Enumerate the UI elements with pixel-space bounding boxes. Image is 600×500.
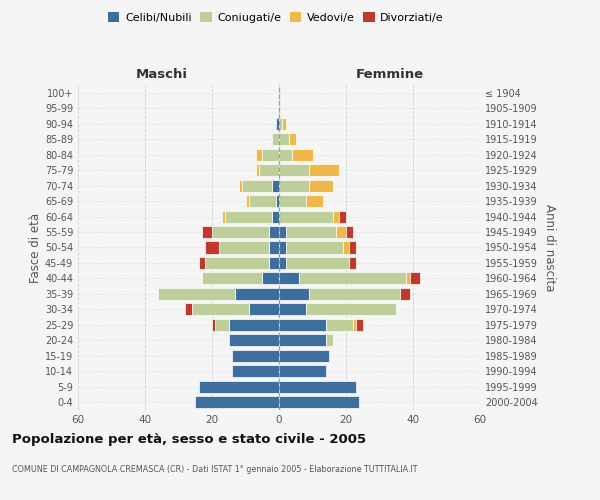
- Bar: [199, 257, 205, 269]
- Bar: [326, 334, 332, 346]
- Bar: [249, 195, 275, 207]
- Legend: Celibi/Nubili, Coniugati/e, Vedovi/e, Divorziati/e: Celibi/Nubili, Coniugati/e, Vedovi/e, Di…: [104, 8, 448, 28]
- Bar: [279, 334, 326, 346]
- Bar: [218, 242, 269, 254]
- Bar: [306, 304, 396, 316]
- Bar: [199, 381, 279, 393]
- Bar: [326, 319, 353, 331]
- Text: Femmine: Femmine: [356, 68, 424, 80]
- Bar: [256, 164, 259, 176]
- Bar: [309, 288, 400, 300]
- Bar: [205, 257, 269, 269]
- Bar: [279, 366, 326, 378]
- Bar: [235, 288, 279, 300]
- Bar: [239, 180, 242, 192]
- Bar: [249, 304, 279, 316]
- Bar: [185, 304, 192, 316]
- Bar: [279, 350, 329, 362]
- Bar: [269, 257, 279, 269]
- Bar: [299, 272, 406, 284]
- Bar: [245, 195, 249, 207]
- Bar: [279, 304, 306, 316]
- Bar: [269, 226, 279, 238]
- Bar: [286, 257, 349, 269]
- Bar: [195, 396, 279, 408]
- Bar: [279, 180, 309, 192]
- Bar: [275, 195, 279, 207]
- Bar: [336, 226, 346, 238]
- Bar: [272, 180, 279, 192]
- Bar: [279, 272, 299, 284]
- Bar: [269, 242, 279, 254]
- Bar: [192, 304, 249, 316]
- Bar: [279, 226, 286, 238]
- Bar: [306, 195, 323, 207]
- Bar: [279, 164, 309, 176]
- Bar: [275, 118, 279, 130]
- Bar: [222, 210, 226, 222]
- Bar: [272, 133, 279, 145]
- Bar: [279, 381, 356, 393]
- Bar: [279, 257, 286, 269]
- Bar: [286, 226, 336, 238]
- Bar: [256, 148, 262, 160]
- Bar: [286, 242, 343, 254]
- Bar: [279, 210, 332, 222]
- Bar: [262, 272, 279, 284]
- Bar: [212, 226, 269, 238]
- Bar: [349, 242, 356, 254]
- Bar: [343, 242, 349, 254]
- Bar: [232, 350, 279, 362]
- Bar: [309, 180, 332, 192]
- Bar: [279, 148, 292, 160]
- Text: Popolazione per età, sesso e stato civile - 2005: Popolazione per età, sesso e stato civil…: [12, 432, 366, 446]
- Bar: [346, 226, 353, 238]
- Bar: [410, 272, 420, 284]
- Bar: [279, 133, 289, 145]
- Bar: [232, 366, 279, 378]
- Bar: [226, 210, 272, 222]
- Bar: [272, 210, 279, 222]
- Bar: [229, 334, 279, 346]
- Bar: [289, 133, 296, 145]
- Bar: [353, 319, 356, 331]
- Bar: [279, 396, 359, 408]
- Bar: [279, 118, 283, 130]
- Bar: [202, 226, 212, 238]
- Bar: [292, 148, 313, 160]
- Bar: [262, 148, 279, 160]
- Bar: [283, 118, 286, 130]
- Text: Maschi: Maschi: [136, 68, 188, 80]
- Bar: [356, 319, 363, 331]
- Bar: [279, 195, 306, 207]
- Y-axis label: Anni di nascita: Anni di nascita: [543, 204, 556, 291]
- Bar: [349, 257, 356, 269]
- Bar: [158, 288, 235, 300]
- Bar: [229, 319, 279, 331]
- Bar: [202, 272, 262, 284]
- Bar: [205, 242, 218, 254]
- Text: COMUNE DI CAMPAGNOLA CREMASCA (CR) - Dati ISTAT 1° gennaio 2005 - Elaborazione T: COMUNE DI CAMPAGNOLA CREMASCA (CR) - Dat…: [12, 466, 418, 474]
- Bar: [406, 272, 410, 284]
- Bar: [279, 288, 309, 300]
- Bar: [400, 288, 410, 300]
- Bar: [332, 210, 340, 222]
- Bar: [215, 319, 229, 331]
- Bar: [242, 180, 272, 192]
- Bar: [340, 210, 346, 222]
- Y-axis label: Fasce di età: Fasce di età: [29, 212, 42, 282]
- Bar: [212, 319, 215, 331]
- Bar: [259, 164, 279, 176]
- Bar: [309, 164, 340, 176]
- Bar: [279, 319, 326, 331]
- Bar: [279, 242, 286, 254]
